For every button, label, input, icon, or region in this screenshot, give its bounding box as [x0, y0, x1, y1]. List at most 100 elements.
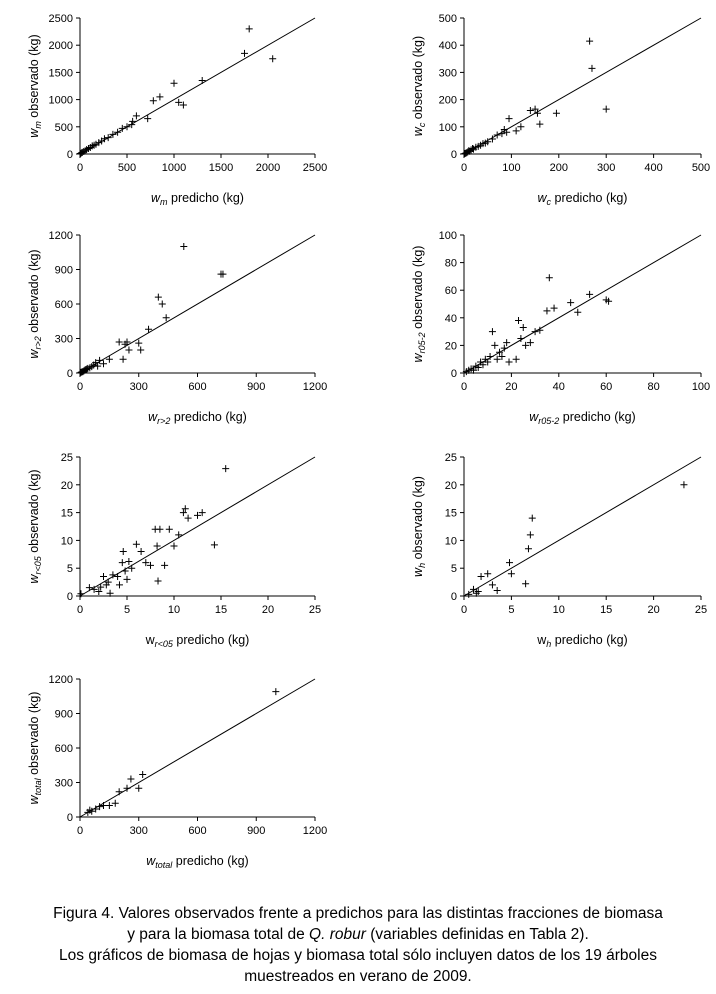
data-point — [484, 138, 492, 146]
data-point — [95, 588, 103, 596]
data-point — [498, 130, 506, 138]
x-tick-label: 1200 — [303, 381, 327, 393]
data-point — [105, 802, 113, 809]
y-tick-label: 0 — [451, 591, 457, 603]
data-point — [526, 106, 534, 114]
data-point — [156, 525, 164, 533]
data-point — [165, 525, 173, 533]
data-point — [123, 123, 131, 131]
data-point — [505, 115, 513, 123]
y-tick-label: 0 — [67, 149, 73, 161]
y-tick-label: 15 — [61, 508, 73, 520]
y-tick-label: 20 — [445, 340, 457, 352]
data-point — [145, 325, 153, 333]
x-axis-label-sub: r>2 — [157, 416, 170, 426]
caption-line-2-end: (variables definidas en Tabla 2). — [365, 926, 589, 943]
data-point — [567, 299, 575, 307]
x-axis-label-text: predicho (kg) — [173, 633, 249, 647]
data-point — [158, 300, 166, 308]
data-point — [503, 128, 511, 136]
data-point — [522, 580, 530, 588]
data-point — [179, 101, 187, 109]
data-point — [219, 270, 227, 278]
x-tick-label: 0 — [461, 162, 467, 174]
data-point — [137, 346, 145, 354]
x-tick-label: 0 — [77, 381, 83, 393]
x-tick-label: 300 — [597, 162, 615, 174]
x-axis-label-var: w — [536, 633, 547, 647]
x-axis-label-text: predicho (kg) — [551, 191, 627, 205]
x-tick-label: 2000 — [256, 162, 280, 174]
y-tick-label: 80 — [445, 258, 457, 270]
data-point — [479, 361, 487, 369]
data-point — [474, 588, 482, 596]
x-axis-label-text: predicho (kg) — [559, 410, 635, 424]
x-axis-label: wm predicho (kg) — [151, 191, 244, 207]
data-point — [156, 93, 164, 101]
caption-line-2-start: y para la biomasa total de — [127, 926, 310, 943]
y-axis-label-text: observado (kg) — [27, 249, 41, 336]
y-tick-label: 1500 — [49, 67, 73, 79]
data-point — [522, 341, 530, 349]
y-tick-label: 100 — [439, 230, 457, 242]
y-tick-label: 600 — [55, 743, 73, 755]
data-point — [114, 573, 122, 581]
data-point — [181, 505, 189, 513]
y-tick-label: 0 — [451, 149, 457, 161]
y-axis-label: wr<05 observado (kg) — [27, 469, 43, 583]
caption-line-4: muestreados en verano de 2009. — [244, 968, 472, 985]
data-point — [115, 788, 123, 796]
caption-line-3: Los gráficos de biomasa de hojas y bioma… — [59, 947, 657, 964]
y-axis-label-sub: r<05 — [33, 555, 43, 574]
caption-line-2: y para la biomasa total de Q. robur (var… — [0, 924, 716, 945]
data-point — [149, 97, 157, 105]
data-point — [88, 807, 96, 815]
x-tick-label: 10 — [553, 604, 565, 616]
y-axis-label-text: observado (kg) — [411, 36, 425, 123]
y-axis-label: wr05-2 observado (kg) — [411, 246, 427, 363]
caption-line-1: Figura 4. Valores observados frente a pr… — [53, 905, 663, 922]
x-tick-label: 600 — [188, 381, 206, 393]
y-tick-label: 25 — [61, 452, 73, 464]
data-point — [531, 328, 539, 336]
data-point — [118, 124, 126, 132]
data-point — [222, 465, 230, 473]
x-tick-label: 0 — [77, 162, 83, 174]
y-axis-label: wc observado (kg) — [411, 36, 427, 136]
data-point — [125, 558, 133, 566]
x-tick-label: 20 — [647, 604, 659, 616]
data-point — [465, 590, 473, 598]
y-tick-label: 5 — [67, 563, 73, 575]
data-point — [170, 542, 178, 550]
caption-species: Q. robur — [309, 926, 366, 943]
x-tick-label: 1500 — [209, 162, 233, 174]
data-point — [142, 559, 150, 567]
x-axis-label-sub: total — [155, 860, 173, 870]
x-axis-label-var: w — [538, 191, 548, 205]
y-tick-label: 600 — [55, 299, 73, 311]
data-point — [132, 540, 140, 548]
data-point — [469, 145, 477, 153]
x-axis-label: wh predicho (kg) — [536, 633, 627, 649]
x-tick-label: 40 — [553, 381, 565, 393]
x-tick-label: 0 — [77, 825, 83, 837]
data-point — [526, 531, 534, 539]
data-point — [526, 339, 534, 347]
data-point — [128, 564, 136, 572]
data-point — [100, 135, 108, 143]
x-tick-label: 15 — [215, 604, 227, 616]
data-point — [586, 37, 594, 45]
x-axis-label-var: w — [146, 854, 156, 868]
data-point — [498, 352, 506, 360]
x-tick-label: 300 — [130, 381, 148, 393]
data-point — [512, 355, 520, 363]
one-to-one-line — [79, 456, 316, 597]
x-axis-label-var: w — [529, 410, 539, 424]
y-axis-label-var: w — [27, 349, 41, 359]
y-tick-label: 10 — [61, 535, 73, 547]
y-tick-label: 15 — [445, 508, 457, 520]
x-axis-label-text: predicho (kg) — [168, 191, 244, 205]
x-tick-label: 20 — [505, 381, 517, 393]
data-point — [184, 514, 192, 522]
